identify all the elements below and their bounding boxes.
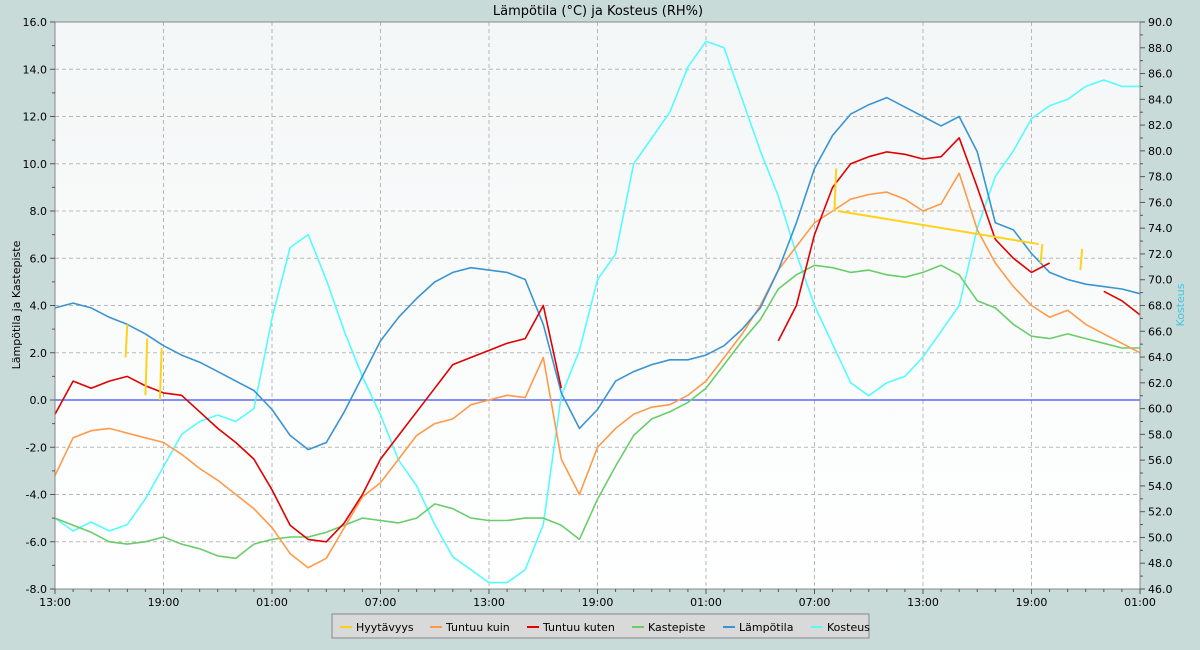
x-tick-label: 01:00 xyxy=(1124,596,1156,609)
y2-tick-label: 60.0 xyxy=(1148,403,1173,416)
y-tick-label: 4.0 xyxy=(30,300,48,313)
y-tick-label: 10.0 xyxy=(23,158,48,171)
y2-tick-label: 80.0 xyxy=(1148,145,1173,158)
y-tick-label: 8.0 xyxy=(30,205,48,218)
y2-tick-label: 70.0 xyxy=(1148,274,1173,287)
y2-tick-label: 86.0 xyxy=(1148,68,1173,81)
y2-axis-title: Kosteus xyxy=(1174,283,1187,326)
y-tick-label: 14.0 xyxy=(23,63,48,76)
legend: Hyytävyys Tuntuu kuin Tuntuu kuten Kastepis… xyxy=(331,613,870,639)
x-tick-label: 13:00 xyxy=(907,596,939,609)
series-hyytavyys-segment xyxy=(144,338,149,396)
legend-label-l-mp-tila: Lämpötila xyxy=(739,621,793,634)
series-tuntuu-kuten-line xyxy=(54,137,1141,543)
series-tuntuu-kuin xyxy=(54,172,1141,569)
y-tick-label: 16.0 xyxy=(23,16,48,29)
series-l-mp-tila-line xyxy=(54,96,1141,451)
series-hyytavyys-segment xyxy=(1079,248,1084,271)
series-hyytavyys-segment xyxy=(124,324,129,358)
y2-tick-label: 50.0 xyxy=(1148,531,1173,544)
series-kastepiste-line xyxy=(54,264,1140,560)
series-l-mp-tila xyxy=(54,96,1141,451)
chart-title: Lämpötila (°C) ja Kosteus (RH%) xyxy=(493,4,703,19)
y2-tick-label: 46.0 xyxy=(1148,583,1173,596)
y2-tick-label: 48.0 xyxy=(1148,557,1173,570)
y-tick-label: -4.0 xyxy=(26,489,47,502)
y-tick-label: 2.0 xyxy=(30,347,48,360)
series-tuntuu-kuin-line xyxy=(54,172,1141,569)
y2-tick-label: 66.0 xyxy=(1148,325,1173,338)
y-tick-label: -8.0 xyxy=(26,583,47,596)
legend-label-hyyt-vyys: Hyytävyys xyxy=(356,621,414,634)
x-tick-label: 07:00 xyxy=(365,596,397,609)
y-tick-label: -2.0 xyxy=(26,441,47,454)
y-tick-label: -6.0 xyxy=(26,536,47,549)
series-layer xyxy=(54,40,1141,584)
series-hyytavyys-segment xyxy=(1039,243,1044,264)
legend-label-tuntuu-kuin: Tuntuu kuin xyxy=(445,621,510,634)
y2-tick-label: 72.0 xyxy=(1148,248,1173,261)
x-tick-label: 13:00 xyxy=(473,596,505,609)
series-hyytavyys-segment xyxy=(837,210,1039,246)
y-tick-label: 12.0 xyxy=(23,111,48,124)
legend-label-tuntuu-kuten: Tuntuu kuten xyxy=(542,621,615,634)
x-tick-label: 19:00 xyxy=(148,596,180,609)
y2-tick-label: 54.0 xyxy=(1148,480,1173,493)
x-tick-label: 01:00 xyxy=(256,596,288,609)
y2-tick-label: 58.0 xyxy=(1148,428,1173,441)
y2-tick-label: 56.0 xyxy=(1148,454,1173,467)
y2-tick-label: 62.0 xyxy=(1148,377,1173,390)
y2-tick-label: 68.0 xyxy=(1148,300,1173,313)
y2-tick-label: 84.0 xyxy=(1148,93,1173,106)
series-tuntuu-kuten xyxy=(54,137,1141,543)
y-tick-label: 0.0 xyxy=(30,394,48,407)
x-tick-label: 19:00 xyxy=(1016,596,1048,609)
y2-tick-label: 74.0 xyxy=(1148,222,1173,235)
y-tick-label: 6.0 xyxy=(30,252,48,265)
y-axis-right: 46.0 48.0 50.0 52.0 54.0 56.0 58.0 60.0 62.0 64.0… xyxy=(1140,16,1173,596)
x-tick-label: 19:00 xyxy=(582,596,614,609)
series-kosteus xyxy=(54,40,1140,584)
series-hyyt-vyys xyxy=(124,168,1084,401)
y2-tick-label: 88.0 xyxy=(1148,42,1173,55)
x-axis: 13:00 19:00 01:00 07:00 13:00 19:00 01:00 07:00… xyxy=(39,589,1156,609)
x-tick-label: 01:00 xyxy=(690,596,722,609)
series-kastepiste xyxy=(54,264,1140,560)
legend-box xyxy=(331,613,870,639)
y2-tick-label: 78.0 xyxy=(1148,171,1173,184)
series-kosteus-line xyxy=(54,40,1140,584)
y2-tick-label: 76.0 xyxy=(1148,196,1173,209)
legend-label-kosteus: Kosteus xyxy=(827,621,870,634)
x-tick-label: 07:00 xyxy=(799,596,831,609)
y-axis-title: Lämpötila ja Kastepiste xyxy=(10,240,23,369)
x-tick-label: 13:00 xyxy=(39,596,71,609)
y2-tick-label: 90.0 xyxy=(1148,16,1173,29)
y2-tick-label: 82.0 xyxy=(1148,119,1173,132)
series-hyytavyys-segment xyxy=(833,168,838,212)
y2-tick-label: 64.0 xyxy=(1148,351,1173,364)
series-hyytavyys-segment xyxy=(158,347,163,401)
y2-tick-label: 52.0 xyxy=(1148,506,1173,519)
legend-label-kastepiste: Kastepiste xyxy=(648,621,706,634)
y-axis-left: -8.0 -6.0 -4.0 -2.0 0.0 2.0 4.0 6.0 8.0 10.0 12.0 1… xyxy=(23,16,55,596)
